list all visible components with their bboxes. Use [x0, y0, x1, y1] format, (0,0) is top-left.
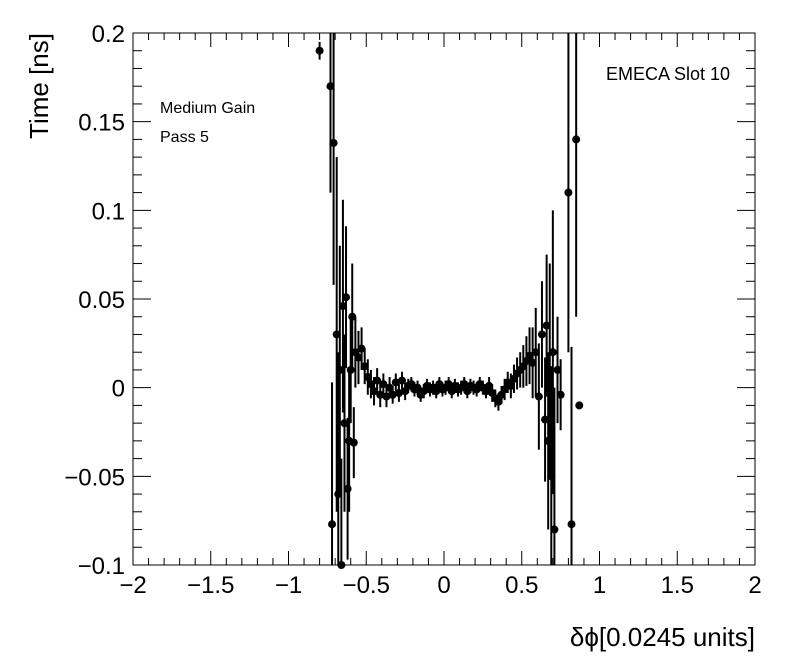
data-point	[363, 373, 372, 382]
x-tick-label: 1.5	[661, 572, 694, 599]
data-point	[335, 365, 344, 374]
data-point	[537, 330, 546, 339]
y-tick-label: −0.1	[78, 553, 125, 580]
data-point	[572, 135, 581, 144]
data-point	[394, 388, 403, 397]
x-tick-label: −1	[275, 572, 302, 599]
x-tick-label: −1.5	[187, 572, 234, 599]
x-tick-label: 0	[437, 572, 450, 599]
data-point	[366, 380, 375, 389]
data-point	[391, 378, 400, 387]
data-point	[500, 385, 509, 394]
y-tick-label: 0.2	[92, 21, 125, 48]
data-point	[553, 365, 562, 374]
y-tick-label: 0.15	[78, 110, 125, 137]
data-point	[328, 520, 337, 529]
data-point	[398, 376, 407, 385]
y-tick-label: 0.1	[92, 198, 125, 225]
data-point	[575, 401, 584, 410]
data-point	[348, 312, 357, 321]
y-axis-title: Time [ns]	[24, 33, 54, 139]
data-point	[329, 138, 338, 147]
x-tick-label: 1	[593, 572, 606, 599]
data-point	[413, 383, 422, 392]
data-point	[444, 380, 453, 389]
data-point	[550, 525, 559, 534]
plot-frame	[132, 32, 756, 566]
data-point	[564, 188, 573, 197]
data-point	[528, 358, 537, 367]
data-point	[338, 302, 347, 311]
x-tick-label: 0.5	[505, 572, 538, 599]
annotation-medium-gain: Medium Gain	[160, 100, 255, 117]
y-tick-label: 0.05	[78, 287, 125, 314]
data-point	[385, 383, 394, 392]
data-points	[315, 33, 584, 569]
data-point	[525, 351, 534, 360]
annotation-slot: EMECA Slot 10	[606, 64, 730, 84]
data-point	[376, 390, 385, 399]
data-point	[541, 415, 550, 424]
y-tick-labels: −0.1 −0.05 0 0.05 0.1 0.15 0.2	[64, 21, 125, 580]
data-point	[494, 397, 503, 406]
data-point	[531, 348, 540, 357]
data-point	[354, 353, 363, 362]
x-tick-labels: −2 −1.5 −1 −0.5 0 0.5 1 1.5 2	[119, 572, 761, 599]
x-tick-label: −2	[119, 572, 146, 599]
data-point	[357, 344, 366, 353]
data-point	[346, 365, 355, 374]
y-tick-label: −0.05	[64, 464, 125, 491]
data-point	[332, 330, 341, 339]
data-point	[460, 380, 469, 389]
data-point	[567, 520, 576, 529]
data-point	[534, 392, 543, 401]
data-point	[326, 82, 335, 91]
data-point	[340, 419, 349, 428]
data-point	[432, 387, 441, 396]
data-point	[388, 390, 397, 399]
data-point	[485, 381, 494, 390]
data-point	[349, 438, 358, 447]
annotation-pass: Pass 5	[160, 129, 209, 146]
data-point	[382, 392, 391, 401]
data-point	[373, 376, 382, 385]
data-point	[379, 380, 388, 389]
data-point	[506, 381, 515, 390]
y-tick-label: 0	[112, 376, 125, 403]
x-tick-label: −0.5	[343, 572, 390, 599]
data-point	[556, 390, 565, 399]
data-point	[548, 348, 557, 357]
data-point	[360, 362, 369, 371]
data-point	[370, 387, 379, 396]
data-point	[343, 484, 352, 493]
x-axis-title: δϕ[0.0245 units]	[570, 622, 755, 652]
data-point	[315, 46, 324, 55]
x-tick-label: 2	[748, 572, 761, 599]
data-point	[342, 293, 351, 302]
data-point	[542, 321, 551, 330]
